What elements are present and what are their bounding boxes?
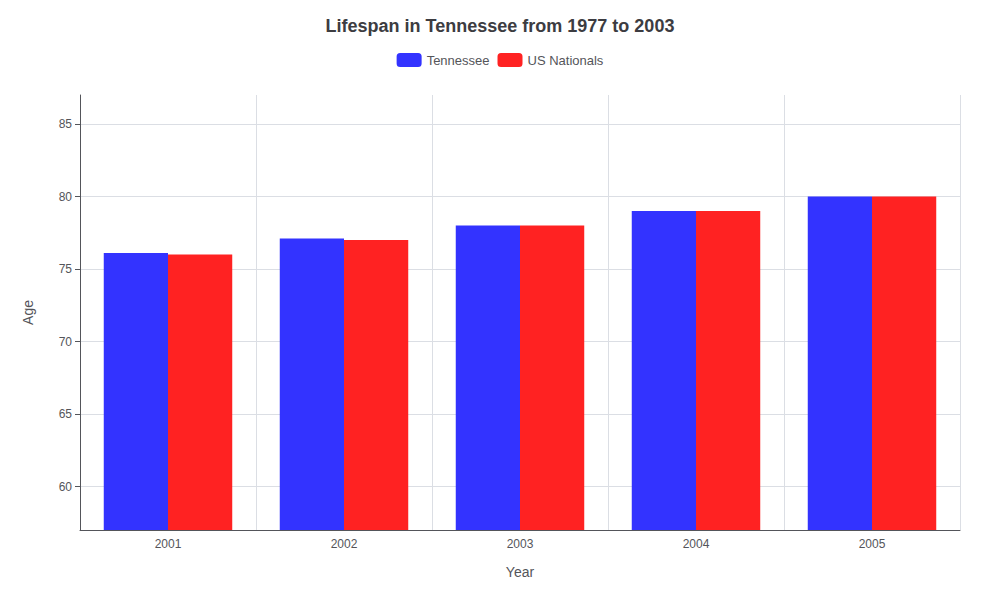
svg-text:70: 70 [59,335,73,349]
svg-text:80: 80 [59,190,73,204]
svg-text:Year: Year [506,564,535,580]
svg-text:Age: Age [20,300,36,325]
svg-text:Lifespan in Tennessee from 197: Lifespan in Tennessee from 1977 to 2003 [326,16,675,36]
svg-text:2005: 2005 [859,537,886,551]
svg-text:65: 65 [59,407,73,421]
svg-text:60: 60 [59,480,73,494]
svg-text:2001: 2001 [155,537,182,551]
svg-text:US Nationals: US Nationals [528,53,604,68]
svg-text:2004: 2004 [683,537,710,551]
svg-text:2002: 2002 [331,537,358,551]
svg-text:85: 85 [59,117,73,131]
svg-text:75: 75 [59,262,73,276]
svg-text:Tennessee: Tennessee [427,53,490,68]
svg-text:2003: 2003 [507,537,534,551]
